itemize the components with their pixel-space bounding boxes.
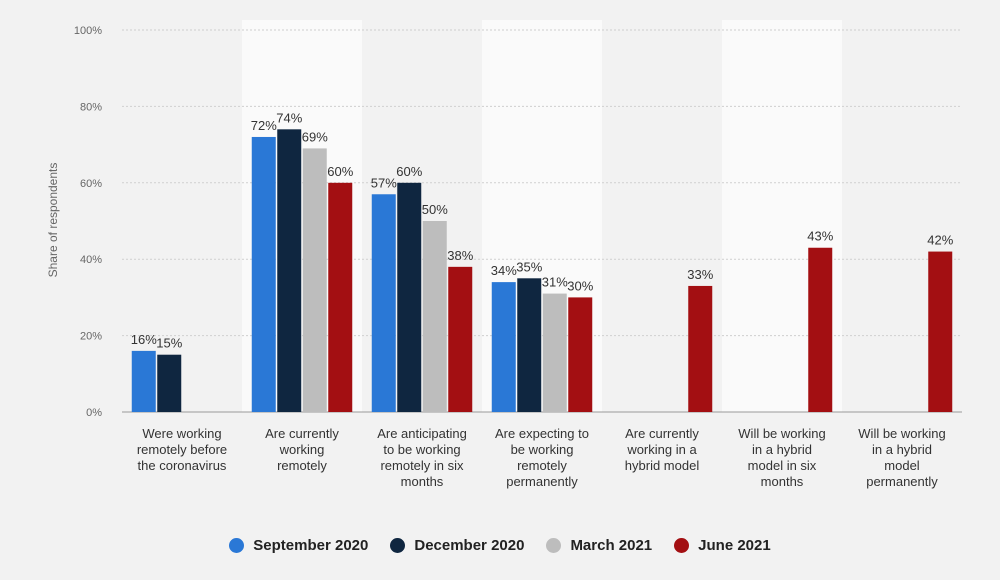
legend-item[interactable]: December 2020 (390, 537, 524, 554)
y-tick-label: 80% (80, 101, 102, 113)
bar (302, 148, 327, 413)
data-label: 35% (516, 259, 542, 274)
data-label: 57% (371, 175, 397, 190)
data-label: 60% (396, 164, 422, 179)
bar (928, 251, 953, 412)
bar (131, 350, 156, 412)
data-label: 34% (491, 263, 517, 278)
bar (517, 278, 542, 412)
bar (542, 293, 567, 412)
data-label: 60% (327, 164, 353, 179)
bar (371, 194, 396, 412)
y-tick-label: 60% (80, 178, 102, 190)
data-label: 33% (687, 267, 713, 282)
bar (808, 247, 833, 412)
bar-chart: 0%20%40%60%80%100% Share of respondents … (46, 20, 962, 489)
legend-label: March 2021 (570, 537, 653, 554)
bar (448, 266, 473, 412)
data-label: 16% (131, 332, 157, 347)
data-label: 72% (251, 118, 277, 133)
x-category-label: Are anticipating to be working remotely in… (377, 426, 467, 489)
category-bands (122, 20, 962, 412)
data-label: 69% (302, 129, 328, 144)
bar (157, 354, 182, 412)
data-label: 50% (422, 202, 448, 217)
x-category-label: Were working remotely before the coronavir… (137, 426, 227, 473)
y-axis-label: Share of respondents (46, 163, 60, 278)
y-tick-label: 20% (80, 331, 102, 343)
legend-label: June 2021 (698, 537, 771, 554)
bar (397, 182, 422, 412)
bar (328, 182, 353, 412)
data-label: 74% (276, 110, 302, 125)
x-category-label: Are expecting to be working remotely perman… (495, 426, 589, 489)
x-category-label: Will be working in a hybrid model permanent… (858, 426, 945, 489)
data-label: 31% (542, 275, 568, 290)
x-axis: Were working remotely before the coronavir… (137, 426, 946, 489)
x-category-label: Will be working in a hybrid model in six mo… (738, 426, 825, 489)
legend-item[interactable]: March 2021 (546, 537, 652, 554)
bar (568, 297, 593, 412)
legend-item[interactable]: June 2021 (674, 537, 771, 554)
bar (491, 282, 516, 412)
legend-swatch (229, 538, 245, 553)
bar (251, 136, 276, 412)
x-category-label: Are currently working remotely (265, 426, 339, 473)
data-label: 30% (567, 278, 593, 293)
x-category-label: Are currently working in a hybrid model (625, 426, 700, 473)
legend-swatch (674, 538, 690, 553)
legend-label: December 2020 (414, 537, 525, 554)
bar (688, 285, 713, 412)
data-label: 15% (156, 336, 182, 351)
data-labels: 16% 15%72%74%69%60%57%60%50%38%34% 35%31% 3… (131, 110, 954, 350)
legend-item[interactable]: September 2020 (229, 537, 368, 554)
y-tick-label: 100% (74, 25, 102, 37)
bar (277, 129, 302, 412)
legend-swatch (390, 538, 406, 553)
legend: September 2020 December 2020 March 2021 Jun… (0, 537, 1000, 554)
y-tick-label: 0% (86, 407, 102, 419)
data-label: 42% (927, 233, 953, 248)
legend-swatch (546, 538, 562, 553)
y-axis: 0% 20% 40% 60% 80% 100% (74, 25, 102, 419)
data-label: 38% (447, 248, 473, 263)
bar (422, 221, 447, 412)
data-label: 43% (807, 229, 833, 244)
bars (131, 129, 953, 413)
y-tick-label: 40% (80, 254, 102, 266)
legend-label: September 2020 (253, 537, 369, 554)
category-band (122, 20, 242, 412)
